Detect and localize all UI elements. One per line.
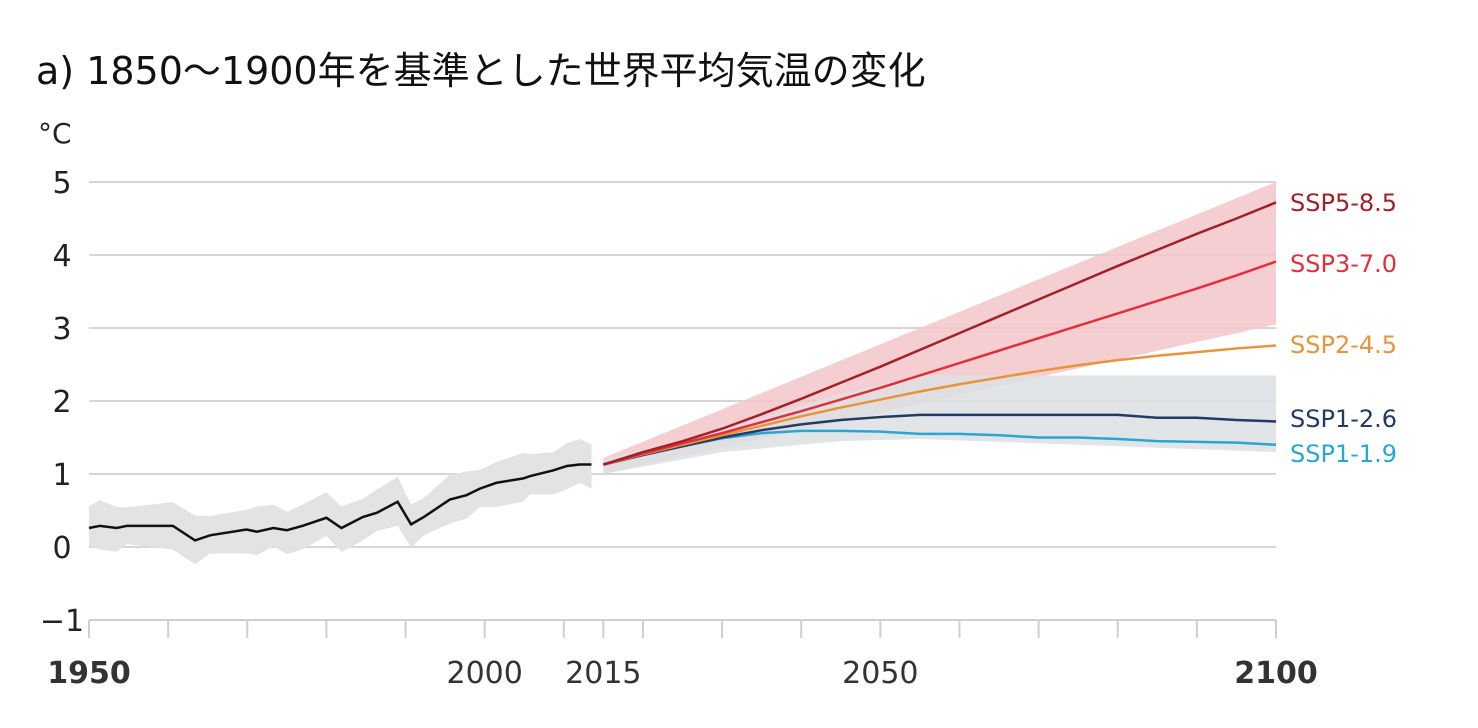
x-tick-label: 1950 [47,656,131,691]
chart-title: a) 1850～1900年を基準とした世界平均気温の変化 [36,49,926,93]
y-tick-label: 2 [52,385,71,420]
x-tick-label: 2015 [565,656,641,691]
series-line-ssp5-8.5 [602,201,1277,466]
y-tick-label: 3 [52,312,71,347]
historical-line [88,463,592,542]
series-label: SSP1-1.9 [1290,440,1397,468]
y-tick-label: −1 [40,604,84,639]
y-tick-label: 1 [52,458,71,493]
y-tick-label: 0 [52,531,71,566]
projection-band [603,375,1276,474]
y-tick-label: 5 [52,166,71,201]
uncertainty-bands [89,182,1276,565]
series-line-ssp3-7.0 [603,260,1277,466]
historical-band [89,439,592,565]
y-axis-unit: °C [38,117,72,150]
x-tick-label: 2050 [842,656,918,691]
series-label: SSP3-7.0 [1290,250,1397,278]
series-labels: SSP5-8.5 SSP3-7.0 SSP2-4.5 SSP1-2.6 SSP1-1.9 [1290,189,1397,468]
axes: −1 0 1 2 3 4 5 1950 2000 2015 2050 2100 [40,166,1318,691]
series-label: SSP1-2.6 [1290,405,1397,433]
series-lines [88,201,1277,542]
projection-band [603,182,1276,474]
x-tick-label: 2100 [1234,656,1318,691]
y-tick-label: 4 [52,239,71,274]
x-tick-label: 2000 [446,656,522,691]
series-line-ssp2-4.5 [603,344,1277,466]
series-label: SSP5-8.5 [1290,189,1397,217]
series-label: SSP2-4.5 [1290,331,1397,359]
series-line-ssp1-2.6 [603,413,1277,466]
